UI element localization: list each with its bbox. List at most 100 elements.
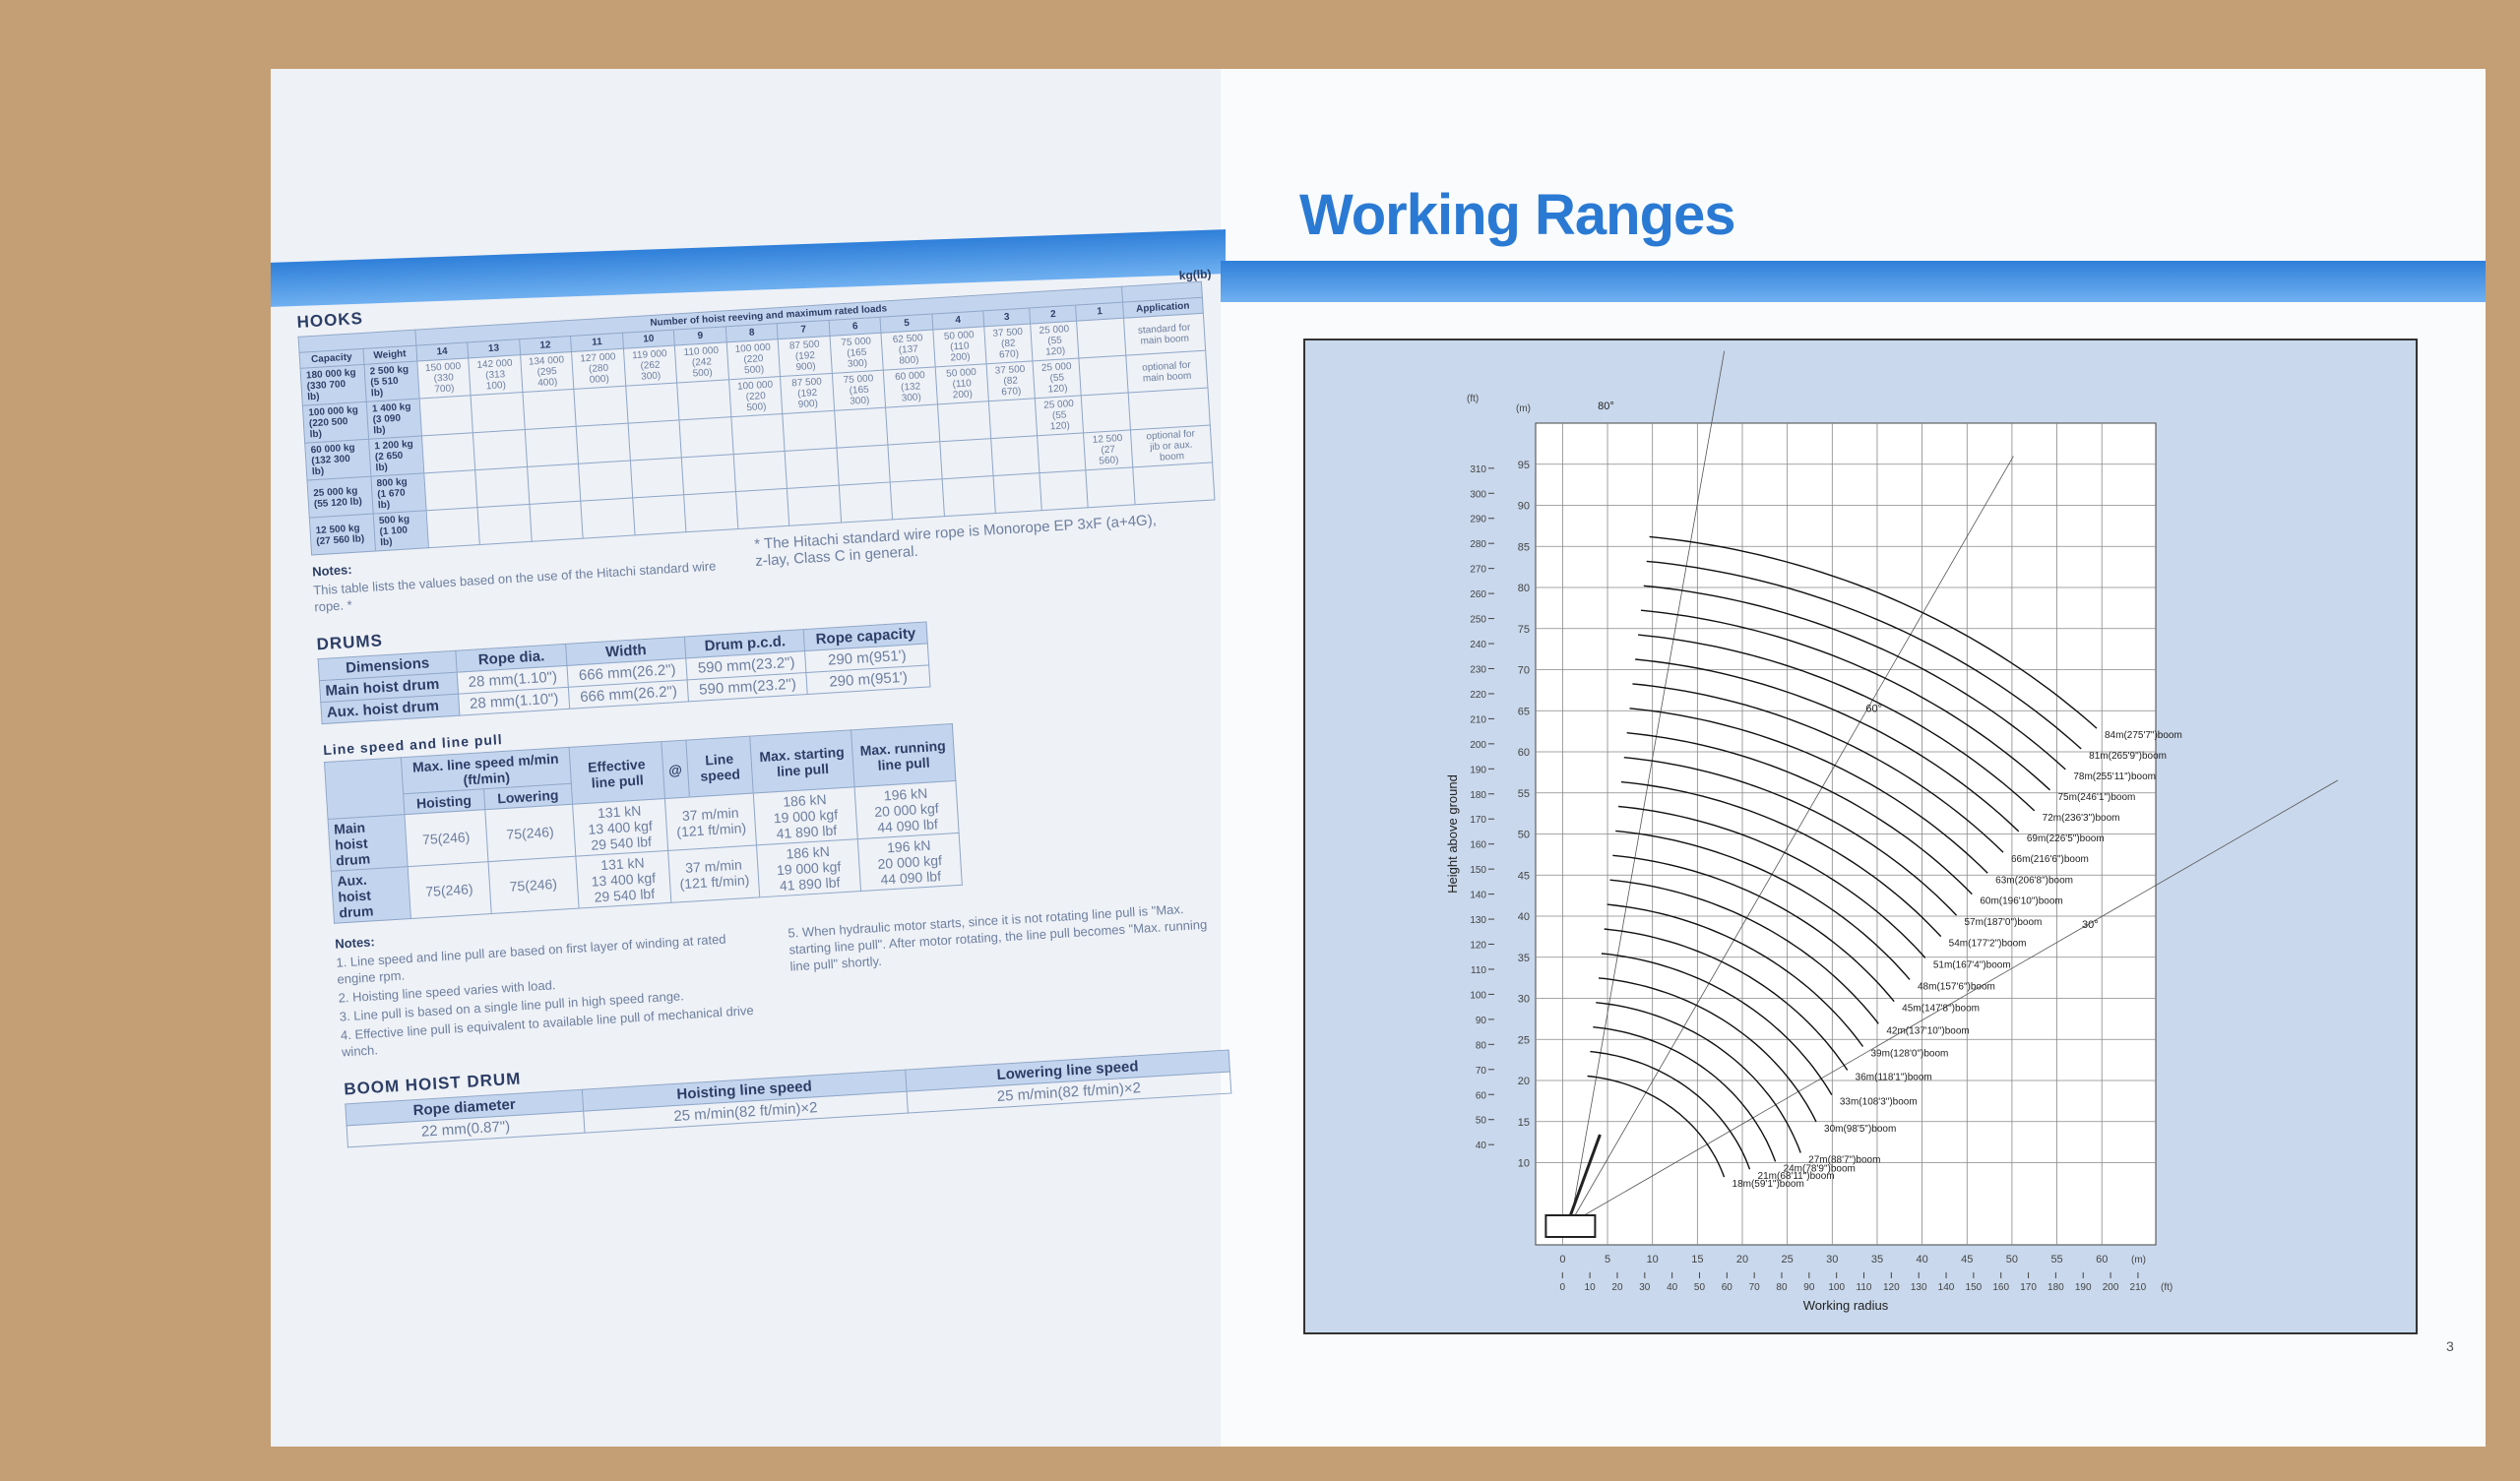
boom-label: 48m(157'6")boom: [1918, 981, 1995, 992]
x-tick-label: 40: [1916, 1254, 1927, 1265]
x-tick-label: 35: [1871, 1254, 1883, 1265]
x-tick-label-ft: 70: [1749, 1282, 1761, 1293]
y-tick-label: 90: [1518, 501, 1530, 513]
boom-label: 81m(265'9")boom: [2089, 751, 2167, 762]
boom-curve: [1635, 658, 2020, 833]
angle-label: 80°: [1598, 401, 1614, 412]
x-tick-label-ft: 10: [1585, 1282, 1597, 1293]
y-tick-label-ft: 80: [1476, 1040, 1487, 1051]
y-tick-label-ft: 270: [1470, 565, 1486, 576]
x-tick-label: 60: [2096, 1254, 2108, 1265]
x-tick-label-ft: 180: [2048, 1282, 2064, 1293]
boom-curve: [1618, 805, 1926, 958]
y-tick-label-ft: 180: [1470, 790, 1486, 801]
boom-label: 33m(108'3")boom: [1840, 1097, 1918, 1108]
x-tick-label-ft: 130: [1911, 1282, 1927, 1293]
y-tick-label-ft: 110: [1471, 965, 1486, 976]
crane-body: [1544, 1214, 1597, 1238]
x-tick-label-ft: 90: [1803, 1282, 1815, 1293]
y-tick-label-ft: 130: [1470, 915, 1486, 926]
unit-label: (ft): [2161, 1282, 2173, 1293]
x-tick-label: 10: [1647, 1254, 1659, 1265]
y-tick-label-ft: 220: [1470, 690, 1486, 701]
boom-curve: [1623, 757, 1958, 916]
y-tick-label: 45: [1518, 870, 1530, 882]
boom-curve: [1604, 928, 1849, 1071]
boom-label: 75m(246'1")boom: [2058, 792, 2136, 803]
boom-curve: [1643, 585, 2066, 771]
y-tick-label: 40: [1518, 911, 1530, 923]
boom-curve: [1601, 953, 1833, 1095]
y-tick-label: 30: [1518, 994, 1530, 1006]
x-tick-label-ft: 120: [1883, 1282, 1900, 1293]
x-tick-label-ft: 60: [1722, 1282, 1733, 1293]
y-tick-label-ft: 240: [1470, 640, 1486, 650]
y-tick-label-ft: 230: [1470, 664, 1486, 675]
boom-label: 45m(147'8")boom: [1902, 1004, 1980, 1015]
y-tick-label-ft: 190: [1470, 765, 1486, 775]
boom-curve: [1596, 1002, 1801, 1153]
boom-label: 27m(88'7")boom: [1808, 1154, 1880, 1165]
axis-title: Working radius: [1803, 1298, 1889, 1313]
x-tick-label-ft: 200: [2103, 1282, 2119, 1293]
boom-label: 72m(236'3")boom: [2043, 813, 2120, 824]
angle-label: 60°: [1865, 703, 1882, 714]
y-tick-label-ft: 200: [1470, 740, 1486, 751]
boom-curve: [1593, 1026, 1777, 1162]
unit-label: (ft): [1467, 394, 1479, 404]
axis-title: Height above ground: [1445, 774, 1460, 894]
boom-curve: [1612, 854, 1895, 1003]
y-tick-label-ft: 70: [1476, 1066, 1487, 1077]
x-tick-label-ft: 50: [1694, 1282, 1706, 1293]
y-tick-label: 80: [1518, 583, 1530, 594]
x-tick-label-ft: 170: [2020, 1282, 2037, 1293]
y-tick-label-ft: 40: [1476, 1141, 1487, 1151]
y-tick-label-ft: 90: [1476, 1016, 1487, 1026]
y-tick-label: 50: [1518, 830, 1530, 841]
y-tick-label-ft: 50: [1476, 1116, 1487, 1127]
boom-label: 78m(255'11")boom: [2073, 771, 2156, 782]
x-tick-label-ft: 110: [1857, 1282, 1872, 1293]
blue-band: [1221, 261, 2486, 302]
boom-curve: [1598, 977, 1817, 1123]
boom-curve: [1587, 1075, 1726, 1178]
boom-label: 24m(78'9")boom: [1784, 1163, 1856, 1174]
y-tick-label: 15: [1518, 1117, 1530, 1129]
x-tick-label: 15: [1691, 1254, 1703, 1265]
boom-label: 66m(216'6")boom: [2011, 854, 2089, 865]
boom-label: 84m(275'7")boom: [2105, 730, 2182, 741]
y-tick-label: 85: [1518, 541, 1530, 553]
boom-curve: [1615, 830, 1911, 980]
y-tick-label: 75: [1518, 624, 1530, 636]
y-tick-label-ft: 310: [1470, 464, 1486, 475]
unit-label: (m): [2131, 1255, 2146, 1265]
crane-boom: [1568, 1134, 1602, 1216]
page-number: 3: [2446, 1338, 2454, 1354]
boom-curve: [1620, 780, 1942, 938]
x-tick-label: 45: [1961, 1254, 1973, 1265]
x-tick-label-ft: 30: [1639, 1282, 1651, 1293]
y-tick-label-ft: 100: [1470, 990, 1486, 1001]
y-tick-label: 95: [1518, 460, 1530, 471]
boom-label: 69m(226'5")boom: [2027, 833, 2105, 844]
x-tick-label: 30: [1826, 1254, 1838, 1265]
y-tick-label-ft: 170: [1470, 815, 1486, 826]
x-tick-label-ft: 0: [1560, 1282, 1566, 1293]
x-tick-label: 20: [1736, 1254, 1748, 1265]
boom-curve: [1632, 683, 2004, 853]
boom-curve: [1629, 708, 1988, 874]
y-tick-label: 25: [1518, 1034, 1530, 1046]
boom-label: 63m(206'8")boom: [1995, 875, 2073, 886]
boom-angle-line: [1570, 779, 2339, 1224]
y-tick-label-ft: 120: [1470, 941, 1486, 952]
x-tick-label-ft: 160: [1992, 1282, 2009, 1293]
x-tick-label-ft: 140: [1938, 1282, 1955, 1293]
x-tick-label-ft: 100: [1828, 1282, 1845, 1293]
x-tick-label: 55: [2050, 1254, 2062, 1265]
x-tick-label-ft: 80: [1776, 1282, 1788, 1293]
boom-curve: [1606, 903, 1864, 1047]
x-tick-label: 0: [1559, 1254, 1565, 1265]
y-tick-label-ft: 160: [1470, 840, 1486, 851]
boom-label: 18m(59'1")boom: [1732, 1179, 1804, 1190]
